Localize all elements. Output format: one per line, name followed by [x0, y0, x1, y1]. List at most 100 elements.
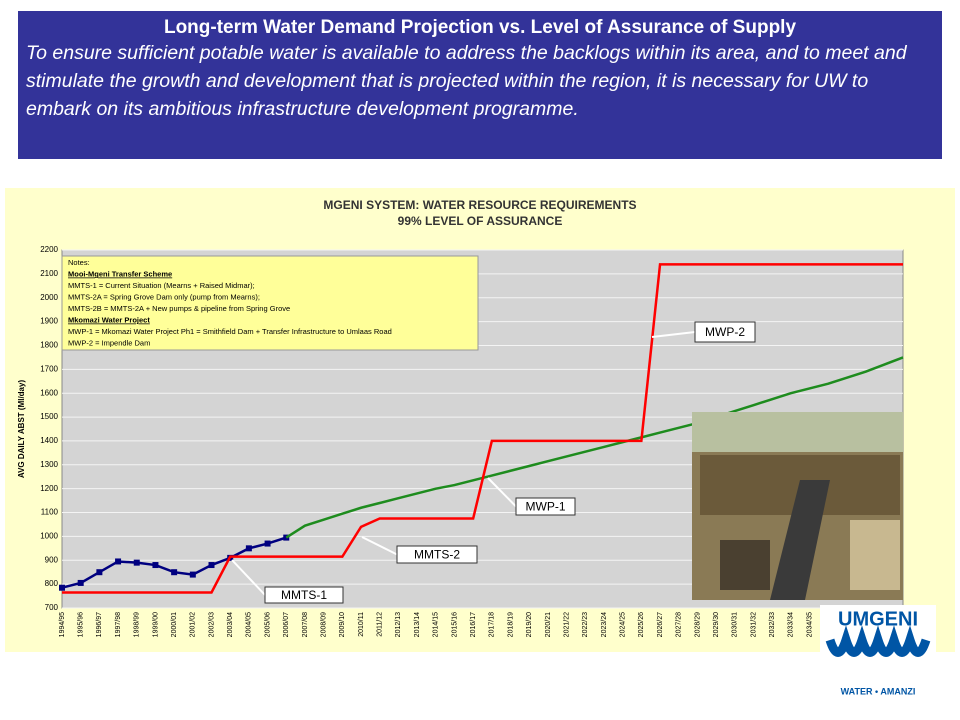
x-tick-label: 2015/16 — [451, 612, 458, 637]
x-tick-label: 2014/15 — [433, 612, 440, 637]
y-tick-label: 800 — [45, 579, 59, 588]
note-line: Mkomazi Water Project — [68, 315, 150, 324]
x-tick-label: 1998/99 — [134, 612, 141, 637]
y-tick-label: 700 — [45, 603, 59, 612]
series-line — [285, 356, 904, 539]
callout-label: MWP-2 — [705, 325, 745, 339]
callout-box — [694, 321, 756, 343]
x-tick-label: 2003/04 — [227, 612, 234, 637]
point-marker — [171, 569, 178, 576]
notes: Notes: Mooi-Mgeni Transfer Scheme MMTS-1 =… — [68, 258, 756, 604]
y-tick-label: 1100 — [41, 508, 59, 517]
logo-tagline: WATER • AMANZI — [841, 686, 916, 696]
x-tick-label: 2008/09 — [320, 612, 327, 637]
point-marker — [59, 584, 65, 591]
callout-pointer — [651, 331, 696, 338]
point-marker — [77, 579, 84, 586]
y-tick-label: 1600 — [40, 388, 58, 397]
x-tick-label: 1997/98 — [115, 612, 122, 637]
x-tick-label: 2032/33 — [769, 612, 776, 637]
y-tick-label: 1200 — [40, 484, 58, 493]
x-tick-label: 2010/11 — [358, 612, 365, 637]
x-tick-label: 2004/05 — [246, 612, 253, 637]
x-tick-label: 2001/02 — [190, 612, 197, 637]
y-tick-label: 2200 — [40, 245, 58, 254]
x-tick-label: 2019/20 — [526, 612, 533, 637]
x-tick-label: 2027/28 — [676, 612, 683, 637]
point-marker — [264, 540, 271, 547]
x-tick-label: 1994/95 — [59, 612, 66, 637]
x-tick-label: 2000/01 — [171, 612, 178, 637]
y-tick-label: 1300 — [40, 460, 58, 469]
logo: UMGENI WATER • AMANZI — [820, 605, 936, 705]
y-tick-label: 1900 — [40, 317, 58, 326]
callout-box — [396, 545, 478, 564]
x-tick-label: 2029/30 — [713, 612, 720, 637]
callout-pointer — [487, 477, 517, 508]
callout-pointer — [231, 559, 266, 596]
note-line: MWP-2 = Impendle Dam — [68, 338, 150, 347]
y-tick-label: 2000 — [40, 293, 58, 302]
x-tick-label: 2006/07 — [283, 612, 290, 637]
x-tick-label: 2034/35 — [806, 612, 813, 637]
x-tick-label: 2030/31 — [732, 612, 739, 637]
y-tick-label: 1700 — [40, 364, 58, 373]
x-tick-label: 2025/26 — [638, 612, 645, 637]
logo-name: UMGENI — [838, 608, 918, 630]
header-box: Long-term Water Demand Projection vs. Le… — [18, 11, 942, 159]
x-tick-label: 1999/00 — [152, 612, 159, 637]
x-tick-label: 2028/29 — [694, 612, 701, 637]
point-marker — [189, 571, 196, 578]
callout-box — [515, 497, 576, 516]
point-marker — [96, 569, 103, 576]
y-tick-label: 1000 — [40, 532, 58, 541]
chart-subtitle: 99% LEVEL OF ASSURANCE — [398, 214, 563, 228]
x-tick-label: 2018/19 — [507, 612, 514, 637]
x-tick-label: 2016/17 — [470, 612, 477, 637]
note-line: MWP-1 = Mkomazi Water Project Ph1 = Smit… — [68, 327, 392, 336]
note-line: MMTS-1 = Current Situation (Mearns + Rai… — [68, 281, 255, 290]
y-tick-label: 1400 — [40, 436, 58, 445]
callout-box — [264, 586, 344, 604]
x-tick-label: 1995/96 — [78, 612, 85, 637]
x-tick-label: 2011/12 — [377, 612, 384, 637]
point-marker — [208, 562, 215, 569]
x-tick-label: 2022/23 — [582, 612, 589, 637]
y-tick-label: 900 — [45, 555, 59, 564]
note-line: Mooi-Mgeni Transfer Scheme — [68, 269, 172, 278]
point-marker — [152, 562, 159, 569]
x-tick-label: 2012/13 — [395, 612, 402, 637]
x-tick-label: 2021/22 — [563, 612, 570, 637]
point-marker — [245, 545, 252, 552]
x-tick-label: 2020/21 — [545, 612, 552, 637]
x-tick-label: 2017/18 — [489, 612, 496, 637]
x-tick-label: 2024/25 — [620, 612, 627, 637]
y-tick-label: 1500 — [40, 412, 58, 421]
callout-pointer — [361, 536, 398, 556]
header-body: To ensure sufficient potable water is av… — [26, 42, 907, 120]
x-tick-label: 2033/34 — [788, 612, 795, 637]
callout-label: MMTS-1 — [281, 588, 327, 602]
header-title: Long-term Water Demand Projection vs. Le… — [163, 17, 797, 38]
x-tick-label: 2007/08 — [302, 612, 309, 637]
x-tick-label: 2026/27 — [657, 612, 664, 637]
y-tick-label: 1800 — [40, 341, 58, 350]
chart-title: MGENI SYSTEM: WATER RESOURCE REQUIREMENT… — [323, 198, 636, 212]
callout-label: MWP-1 — [526, 500, 566, 514]
notes-box — [61, 255, 479, 351]
point-marker — [115, 558, 122, 565]
x-tick-label: 1996/97 — [96, 612, 103, 637]
x-tick-label: 2005/06 — [264, 612, 271, 637]
point-marker — [133, 559, 140, 566]
y-axis-label: AVG DAILY ABST (Ml/day) — [17, 380, 26, 479]
x-tick-label: 2031/32 — [750, 612, 757, 637]
x-tick-label: 2002/03 — [208, 612, 215, 637]
callout-label: MMTS-2 — [414, 548, 460, 562]
note-line: Notes: — [68, 258, 90, 267]
note-line: MMTS-2A = Spring Grove Dam only (pump fr… — [68, 292, 260, 301]
y-tick-label: 2100 — [40, 269, 58, 278]
x-tick-label: 2009/10 — [339, 612, 346, 637]
photo — [692, 412, 903, 600]
